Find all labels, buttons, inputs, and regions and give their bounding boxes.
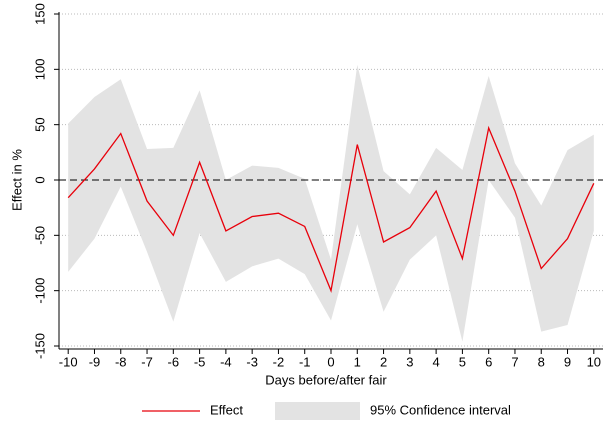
x-tick-label: 3 <box>406 354 413 369</box>
x-tick-label: -4 <box>220 354 232 369</box>
y-tick-label: 150 <box>32 3 47 25</box>
legend-label: 95% Confidence interval <box>370 402 511 417</box>
effect-line <box>67 125 595 293</box>
confidence-band <box>68 64 594 342</box>
x-tick-label: 5 <box>459 354 466 369</box>
y-tick-label: 100 <box>32 58 47 80</box>
y-axis-title: Effect in % <box>9 149 24 211</box>
x-tick-label: -2 <box>273 354 285 369</box>
x-tick-label: -8 <box>115 354 127 369</box>
x-axis-title: Days before/after fair <box>265 372 387 387</box>
y-tick-label: -100 <box>32 278 47 304</box>
x-tick-label: 8 <box>538 354 545 369</box>
x-tick-label: 7 <box>511 354 518 369</box>
x-tick-label: 10 <box>587 354 601 369</box>
x-tick-label: 0 <box>327 354 334 369</box>
y-tick-label: 50 <box>32 117 47 131</box>
y-tick-label: -150 <box>32 333 47 359</box>
x-tick-label: 1 <box>354 354 361 369</box>
x-tick-label: -7 <box>141 354 153 369</box>
legend-swatch <box>275 402 360 420</box>
x-tick-label: -9 <box>89 354 101 369</box>
x-tick-label: -1 <box>299 354 311 369</box>
legend-label: Effect <box>210 402 243 417</box>
x-tick-label: 4 <box>433 354 440 369</box>
x-tick-label: 9 <box>564 354 571 369</box>
y-tick-label: -50 <box>32 226 47 245</box>
x-tick-label: -6 <box>168 354 180 369</box>
x-tick-label: -10 <box>59 354 78 369</box>
x-tick-label: -5 <box>194 354 206 369</box>
x-tick-label: 2 <box>380 354 387 369</box>
x-tick-label: -3 <box>246 354 258 369</box>
x-tick-label: 6 <box>485 354 492 369</box>
y-tick-label: 0 <box>32 176 47 183</box>
